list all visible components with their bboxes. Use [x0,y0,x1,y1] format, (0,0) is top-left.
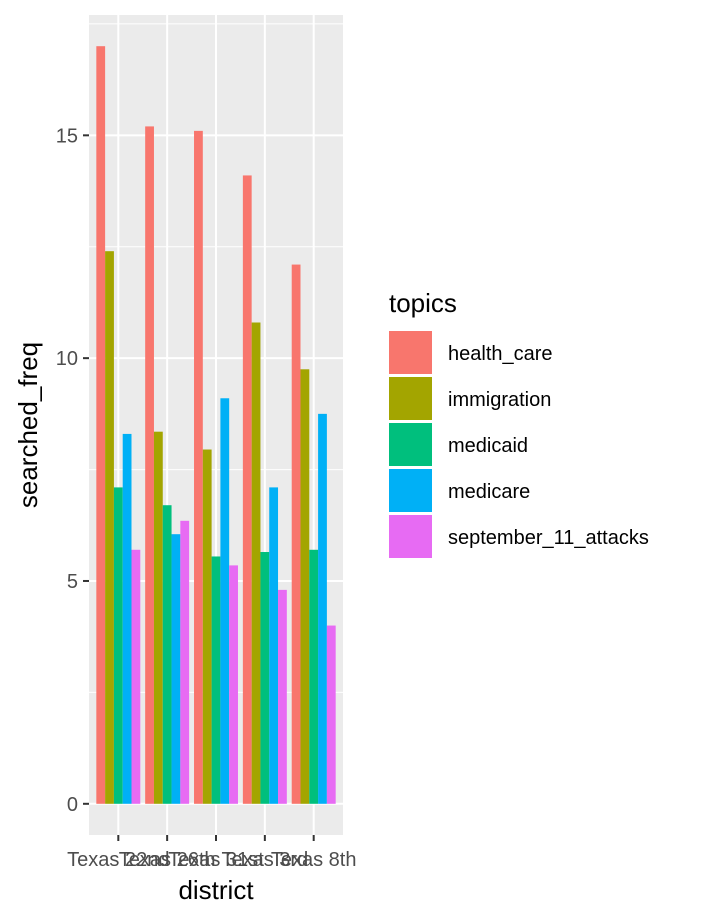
bar-health_care [291,264,301,804]
bar-medicare [122,433,132,804]
bar-september_11_attacks [229,565,238,804]
bar-medicare [318,413,327,804]
y-tick-label: 10 [56,348,78,370]
y-axis: 0 5 10 15 [56,125,89,816]
bar-health_care [96,46,106,804]
x-tick-label: Texas 3rd [221,849,308,871]
y-tick-label: 0 [67,794,78,816]
legend-label: immigration [448,389,551,411]
bar-september_11_attacks [278,589,287,804]
x-tick-label: Texas 8th [271,849,357,871]
bar-medicaid [260,552,270,804]
x-tick-label: Texas 26th [119,849,216,871]
bar-september_11_attacks [180,520,190,804]
bar-september_11_attacks [326,625,336,804]
bar-medicare [171,534,181,804]
bars [96,46,336,804]
bar-medicaid [113,487,123,804]
legend-label: medicare [448,481,530,503]
bar-medicare [220,398,230,804]
legend-swatch-health_care [389,331,432,374]
legend-swatch-september_11_attacks [389,515,432,558]
bar-immigration [105,251,114,804]
bar-immigration [300,369,310,804]
bar-immigration [202,449,212,804]
y-axis-title: searched_freq [13,342,43,508]
legend-swatch-medicare [389,469,432,512]
legend-title: topics [389,288,457,318]
bar-immigration [251,322,261,804]
bar-medicaid [211,556,221,804]
bar-immigration [153,431,163,804]
x-tick-label: Texas 31st [168,849,264,871]
legend: topics health_care immigration medicaid med… [389,288,649,558]
x-tick-label: Texas 22nd [67,849,169,871]
y-tick-label: 15 [56,125,78,147]
bar-september_11_attacks [131,549,141,804]
bar-health_care [145,126,154,804]
legend-swatch-medicaid [389,423,432,466]
legend-label: september_11_attacks [448,527,649,549]
bar-medicaid [162,505,172,804]
bar-health_care [194,130,203,804]
x-axis-title: district [178,875,254,905]
legend-label: health_care [448,343,553,365]
bar-medicare [269,487,279,804]
y-tick-label: 5 [67,571,78,593]
legend-label: medicaid [448,435,528,457]
bar-health_care [242,175,252,804]
legend-swatch-immigration [389,377,432,420]
bar-medicaid [309,549,319,804]
